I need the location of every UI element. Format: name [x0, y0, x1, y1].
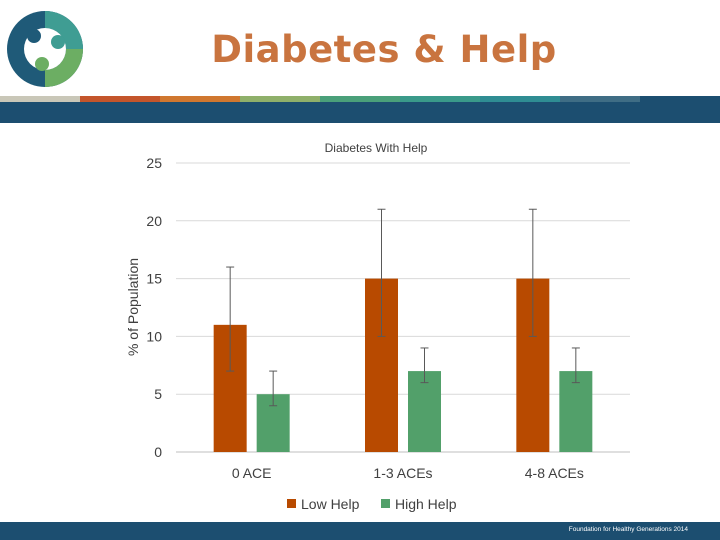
y-tick-label: 0	[154, 444, 162, 460]
y-tick-label: 5	[154, 386, 162, 402]
y-axis-label: % of Population	[125, 258, 141, 356]
footer-bar: Foundation for Healthy Generations 2014	[0, 522, 720, 540]
x-tick-label: 1-3 ACEs	[373, 465, 432, 481]
foundation-logo	[7, 11, 83, 87]
bar-high-help	[559, 371, 593, 452]
bar-high-help	[408, 371, 441, 452]
legend-label: Low Help	[301, 496, 360, 512]
legend-label: High Help	[395, 496, 457, 512]
header-stripe	[0, 96, 720, 123]
stripe-segment	[240, 96, 321, 102]
stripe-segment	[560, 96, 641, 102]
x-tick-label: 0 ACE	[232, 465, 272, 481]
stripe-segment	[320, 96, 401, 102]
legend-swatch	[287, 499, 296, 508]
stripe-segment	[640, 96, 720, 102]
chart-title: Diabetes With Help	[325, 141, 428, 155]
stripe-segment	[80, 96, 161, 102]
stripe-segment	[480, 96, 561, 102]
stripe-segment	[400, 96, 481, 102]
y-tick-label: 15	[146, 271, 162, 287]
slide-title: Diabetes & Help	[211, 28, 557, 71]
x-tick-label: 4-8 ACEs	[525, 465, 584, 481]
footer-credit: Foundation for Healthy Generations 2014	[568, 526, 688, 533]
y-tick-label: 25	[146, 155, 162, 171]
y-tick-label: 10	[146, 328, 162, 344]
stripe-segment	[160, 96, 241, 102]
y-tick-label: 20	[146, 213, 162, 229]
stripe-segment	[0, 96, 81, 102]
legend-swatch	[381, 499, 390, 508]
